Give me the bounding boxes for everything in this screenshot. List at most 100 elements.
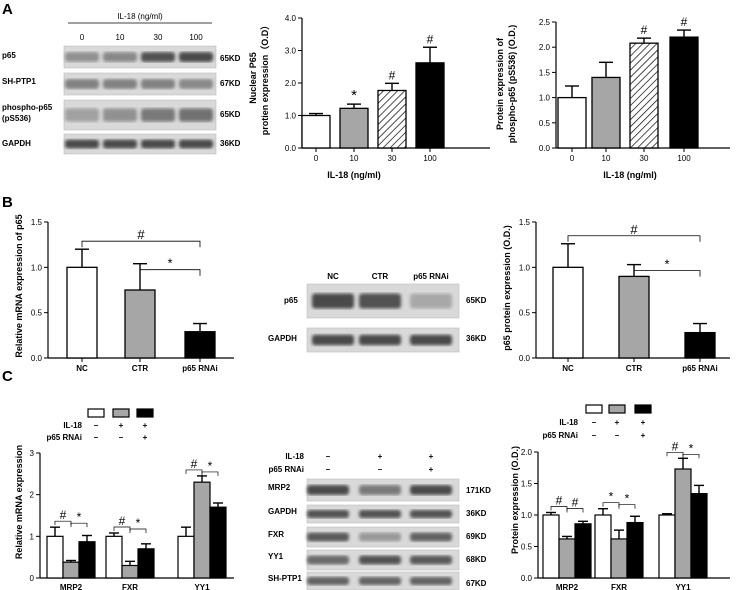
blot-c-size: 68KD xyxy=(466,555,487,564)
y-tick-label: 0.0 xyxy=(521,574,533,583)
blot-band xyxy=(141,139,175,149)
blot-band xyxy=(141,79,175,89)
bar xyxy=(301,114,331,149)
legend-c2-sign: – xyxy=(615,431,620,440)
legend-swatch xyxy=(634,404,652,414)
bar xyxy=(557,96,587,149)
blot-c-row-label: SH-PTP1 xyxy=(268,574,302,583)
bar xyxy=(690,492,708,579)
y-tick-label: 0.5 xyxy=(539,119,551,128)
blot-a-row-label: phospho-p65 xyxy=(2,103,53,112)
blot-a-size: 67KD xyxy=(220,79,241,88)
blot-band xyxy=(179,139,213,149)
significance-bracket xyxy=(618,504,636,509)
blot-c-treatment-label: p65 RNAi xyxy=(268,465,304,474)
y-tick-label: 2.5 xyxy=(539,18,551,27)
y-tick-label: 2.0 xyxy=(285,79,297,88)
bar xyxy=(591,76,621,149)
blot-band xyxy=(359,555,401,565)
significance-mark: * xyxy=(351,87,357,104)
bar xyxy=(629,42,659,149)
x-tick-label: 100 xyxy=(423,154,437,163)
significance-bracket xyxy=(633,270,701,277)
significance-mark: # xyxy=(572,495,579,509)
significance-mark: # xyxy=(427,32,434,46)
blot-c-size: 67KD xyxy=(466,579,487,588)
significance-bracket xyxy=(129,528,147,533)
legend-c1: IL-18 p65 RNAi – + + – – + xyxy=(46,408,154,442)
bar xyxy=(574,523,592,579)
panel-label-c: C xyxy=(2,368,13,385)
legend-c1-treatment-label: IL-18 xyxy=(63,421,82,430)
blot-band xyxy=(359,293,401,309)
blot-a-size: 36KD xyxy=(220,139,241,148)
x-tick-label: CTR xyxy=(626,364,643,373)
y-tick-label: 1.0 xyxy=(521,511,533,520)
blot-band xyxy=(359,577,401,585)
legend-swatch xyxy=(608,404,626,414)
bar xyxy=(674,468,692,579)
blot-c-sign: + xyxy=(429,465,434,474)
significance-mark: # xyxy=(630,222,638,237)
legend-c2: IL-18 p65 RNAi – + + – – + xyxy=(542,404,652,440)
blot-c-treatment-label: IL-18 xyxy=(285,452,304,461)
bar xyxy=(658,514,676,579)
significance-bracket xyxy=(682,453,700,459)
blot-strip xyxy=(63,72,217,96)
x-tick-label: NC xyxy=(562,364,574,373)
blot-b-size: 36KD xyxy=(466,334,487,343)
bar xyxy=(184,331,216,359)
x-tick-label: 0 xyxy=(570,154,575,163)
chart-a2: 0.0 0.5 1.0 1.5 2.0 2.5 Protein expression of p… xyxy=(495,15,730,180)
blot-a-row-label: p65 xyxy=(2,51,16,60)
legend-c1-sign: – xyxy=(94,421,99,430)
blot-c-size: 171KD xyxy=(466,486,491,495)
blot-band xyxy=(179,108,213,122)
legend-swatch xyxy=(112,408,130,418)
significance-bracket xyxy=(567,235,701,242)
y-tick-label: 3.0 xyxy=(285,47,297,56)
y-tick-label: 1 xyxy=(30,532,35,541)
blot-a-dose-label: 10 xyxy=(116,33,125,42)
bar xyxy=(610,538,628,579)
y-axis-label: Relative mRNA expression xyxy=(14,445,24,559)
y-tick-label: 0.0 xyxy=(285,144,297,153)
x-tick-label: 0 xyxy=(314,154,319,163)
blot-band xyxy=(65,108,99,122)
blot-band xyxy=(312,293,354,309)
legend-c1-treatment-label: p65 RNAi xyxy=(46,433,82,442)
blot-band xyxy=(141,52,175,62)
y-tick-label: 0.0 xyxy=(519,354,531,363)
bar xyxy=(339,107,369,149)
legend-c2-sign: – xyxy=(592,431,597,440)
bar xyxy=(46,535,64,579)
bar xyxy=(377,89,407,149)
y-axis-label: Relative mRNA expression of p65 xyxy=(14,214,24,357)
legend-swatch xyxy=(87,408,105,418)
chart-b1: 0.0 0.5 1.0 1.5 Relative mRNA expression of … xyxy=(14,214,234,373)
blot-c-size: 69KD xyxy=(466,532,487,541)
legend-c2-treatment-label: p65 RNAi xyxy=(542,431,578,440)
blot-a-dose-label: 100 xyxy=(189,33,203,42)
blot-band xyxy=(307,577,349,585)
blot-b-lane-label: CTR xyxy=(372,272,389,281)
significance-bracket xyxy=(201,471,219,476)
blot-band xyxy=(359,532,401,542)
blot-a-row-label: GAPDH xyxy=(2,139,31,148)
blot-a-row-label: SH-PTP1 xyxy=(2,77,36,86)
blot-c-sign: + xyxy=(429,452,434,461)
panel-label-a: A xyxy=(2,1,13,18)
significance-bracket xyxy=(566,508,584,513)
blot-b-row-label: GAPDH xyxy=(268,334,297,343)
blot-band xyxy=(179,52,213,62)
blot-b-row-label: p65 xyxy=(284,296,298,305)
y-tick-label: 2.0 xyxy=(539,43,551,52)
blot-band xyxy=(103,52,137,62)
x-tick-label: CTR xyxy=(132,364,149,373)
blot-a-size: 65KD xyxy=(220,54,241,63)
blot-strip xyxy=(63,45,217,69)
significance-mark: # xyxy=(389,68,396,82)
y-tick-label: 1.0 xyxy=(519,263,531,272)
significance-mark: # xyxy=(60,508,67,522)
